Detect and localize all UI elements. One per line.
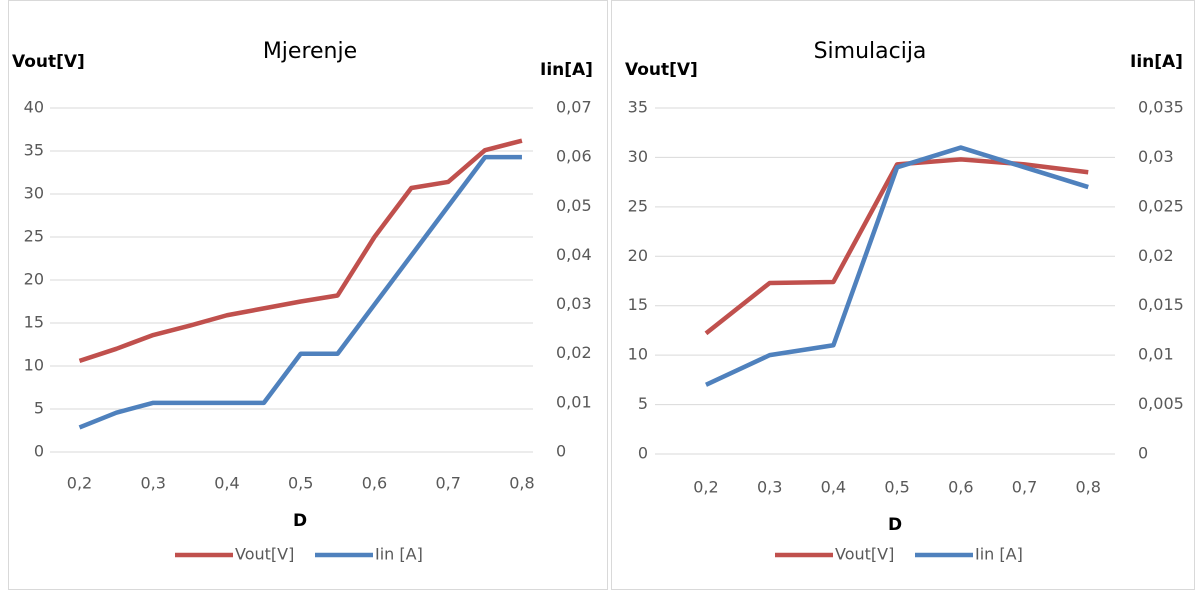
y2-tick-label: 0: [1138, 444, 1148, 463]
x-tick-label: 0,6: [362, 474, 387, 493]
y-tick-label: 20: [24, 270, 44, 289]
x-axis-label: D: [293, 511, 307, 531]
y2-tick-label: 0,07: [556, 98, 592, 117]
y-tick-label: 25: [24, 227, 44, 246]
x-tick-label: 0,2: [67, 474, 92, 493]
y2-tick-label: 0,01: [1138, 345, 1174, 364]
series-line: [78, 138, 523, 363]
series-line: [705, 145, 1089, 387]
y-tick-label: 15: [628, 295, 648, 314]
y-tick-label: 30: [628, 147, 648, 166]
legend-label: Iin [A]: [375, 545, 423, 564]
y2-tick-label: 0,03: [1138, 147, 1174, 166]
y2-tick-label: 0,05: [556, 196, 592, 215]
y2-tick-label: 0,06: [556, 147, 592, 166]
y-tick-label: 25: [628, 196, 648, 215]
y2-tick-label: 0,04: [556, 245, 592, 264]
x-tick-label: 0,8: [1076, 478, 1101, 497]
y-tick-label: 20: [628, 246, 648, 265]
y2-tick-label: 0,02: [556, 343, 592, 362]
y-tick-label: 0: [34, 442, 44, 461]
x-tick-label: 0,5: [288, 474, 313, 493]
x-tick-label: 0,3: [141, 474, 166, 493]
x-tick-label: 0,7: [1012, 478, 1037, 497]
x-tick-label: 0,6: [948, 478, 973, 497]
y2-tick-label: 0,005: [1138, 394, 1184, 413]
y2-tick-label: 0,02: [1138, 246, 1174, 265]
series-line: [78, 154, 522, 430]
y2-tick-label: 0: [556, 442, 566, 461]
y-tick-label: 35: [628, 98, 648, 117]
y2-axis-label: Iin[A]: [1130, 52, 1183, 72]
x-tick-label: 0,7: [435, 474, 460, 493]
x-tick-label: 0,2: [693, 478, 718, 497]
y2-axis-label: Iin[A]: [540, 60, 593, 80]
legend-label: Iin [A]: [975, 545, 1023, 564]
x-tick-label: 0,3: [757, 478, 782, 497]
y2-tick-label: 0,025: [1138, 196, 1184, 215]
y-tick-label: 5: [34, 399, 44, 418]
legend-label: Vout[V]: [835, 545, 894, 564]
y-tick-label: 35: [24, 141, 44, 160]
y-tick-label: 10: [628, 345, 648, 364]
y2-tick-label: 0,015: [1138, 295, 1184, 314]
chart-title: Simulacija: [814, 39, 927, 64]
x-tick-label: 0,5: [884, 478, 909, 497]
y-tick-label: 40: [24, 98, 44, 117]
y-axis-label: Vout[V]: [625, 60, 698, 80]
y-tick-label: 5: [638, 394, 648, 413]
y2-tick-label: 0,01: [556, 392, 592, 411]
panel-border: [611, 0, 1195, 590]
x-axis-label: D: [888, 515, 902, 535]
legend-label: Vout[V]: [235, 545, 294, 564]
y-tick-label: 0: [638, 444, 648, 463]
y-tick-label: 30: [24, 184, 44, 203]
y-tick-label: 15: [24, 313, 44, 332]
x-tick-label: 0,4: [214, 474, 239, 493]
panel-border: [8, 0, 608, 590]
y-tick-label: 10: [24, 356, 44, 375]
y-axis-label: Vout[V]: [12, 52, 85, 72]
chart: Simulacija Vout[V] Iin[A] D 0 5 10 15 20 25 30 35 0 0…: [625, 39, 1184, 564]
x-tick-label: 0,4: [821, 478, 846, 497]
chart: Mjerenje Vout[V] Iin[A] D 0 5 10 15 20 25 30 35 40 0 0…: [12, 39, 593, 564]
x-tick-label: 0,8: [509, 474, 534, 493]
y2-tick-label: 0,035: [1138, 98, 1184, 117]
series-line: [704, 157, 1089, 336]
chart-title: Mjerenje: [263, 39, 357, 64]
y2-tick-label: 0,03: [556, 294, 592, 313]
